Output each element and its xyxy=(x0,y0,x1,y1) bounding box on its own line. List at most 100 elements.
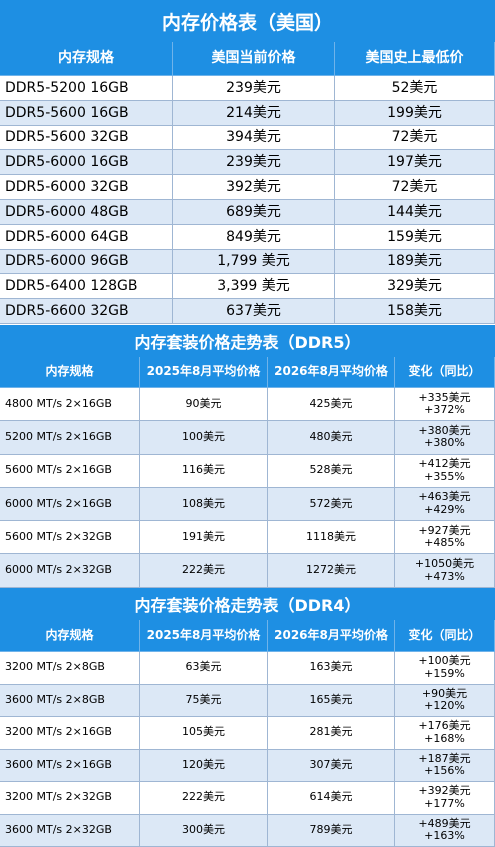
table-cell: 425美元 xyxy=(268,388,395,422)
cell-line: +429% xyxy=(424,503,465,517)
cell-line: +177% xyxy=(424,796,465,810)
table-cell: +187美元 +156% xyxy=(395,749,495,782)
cell-line: +187美元 xyxy=(418,751,471,765)
table-row: 3600 MT/s 2×32GB 300美元 789美元 +489美元 +163% xyxy=(0,814,495,847)
table-cell: 144美元 xyxy=(335,199,495,225)
cell-line: +120% xyxy=(424,699,465,713)
cell-line: +1050美元 xyxy=(414,556,475,570)
cell-line: +156% xyxy=(424,764,465,778)
table-cell: 222美元 xyxy=(140,554,268,588)
table-row: DDR5-5200 16GB 239美元 52美元 xyxy=(0,76,495,101)
table-row: 4800 MT/s 2×16GB 90美元 425美元 +335美元 +372% xyxy=(0,388,495,422)
cell-line: +489美元 xyxy=(418,816,471,830)
table-cell: 52美元 xyxy=(335,76,495,101)
table-cell: 72美元 xyxy=(335,175,495,200)
table: 内存套装价格走势表（DDR4） 内存规格 2025年8月平均价格 2026年8月平均价… xyxy=(0,588,495,847)
table-cell: 6000 MT/s 2×32GB xyxy=(0,554,140,588)
header-cell: 变化（同比） xyxy=(395,357,495,388)
table-row: DDR5-6600 32GB 637美元 158美元 xyxy=(0,299,495,324)
table-row: DDR5-5600 32GB 394美元 72美元 xyxy=(0,125,495,151)
table-cell: 105美元 xyxy=(140,717,268,750)
table-row: 6000 MT/s 2×16GB 108美元 572美元 +463美元 +429% xyxy=(0,487,495,522)
table: 内存价格表（美国） 内存规格 美国当前价格 美国史上最低价 DDR5-5200 16GB… xyxy=(0,0,495,324)
table-cell: 4800 MT/s 2×16GB xyxy=(0,388,140,422)
table-cell: +392美元 +177% xyxy=(395,782,495,815)
table-cell: 3600 MT/s 2×32GB xyxy=(0,814,140,847)
table-cell: 689美元 xyxy=(173,199,335,225)
table-cell: 3600 MT/s 2×16GB xyxy=(0,749,140,782)
table-cell: +1050美元 +473% xyxy=(395,554,495,588)
table-cell: +100美元 +159% xyxy=(395,652,495,685)
table-cell: DDR5-6400 128GB xyxy=(0,274,173,300)
table: 内存套装价格走势表（DDR5） 内存规格 2025年8月平均价格 2026年8月平均价… xyxy=(0,325,495,588)
cell-line: +163% xyxy=(424,829,465,843)
table-cell: DDR5-5200 16GB xyxy=(0,76,173,101)
cell-line: +463美元 xyxy=(418,490,471,504)
table-row: DDR5-6000 64GB 849美元 159美元 xyxy=(0,224,495,250)
table-title: 内存套装价格走势表（DDR5） xyxy=(0,325,495,357)
header-cell: 变化（同比） xyxy=(395,620,495,652)
table-cell: 158美元 xyxy=(335,299,495,324)
table-cell: 159美元 xyxy=(335,224,495,250)
table-row: DDR5-6000 32GB 392美元 72美元 xyxy=(0,175,495,200)
cell-line: +372% xyxy=(424,403,465,417)
table-cell: 3,399 美元 xyxy=(173,274,335,300)
table-cell: 75美元 xyxy=(140,684,268,717)
table-cell: 191美元 xyxy=(140,521,268,555)
table-title: 内存套装价格走势表（DDR4） xyxy=(0,588,495,620)
cell-line: +473% xyxy=(424,569,465,583)
table-cell: DDR5-5600 32GB xyxy=(0,125,173,151)
table-cell: 5200 MT/s 2×16GB xyxy=(0,421,140,455)
table-cell: 239美元 xyxy=(173,76,335,101)
table-row: 6000 MT/s 2×32GB 222美元 1272美元 +1050美元 +473% xyxy=(0,554,495,588)
cell-line: +927美元 xyxy=(418,523,471,537)
header-row: 内存规格 2025年8月平均价格 2026年8月平均价格 变化（同比） xyxy=(0,357,495,388)
table-cell: DDR5-6000 16GB xyxy=(0,150,173,176)
table-cell: 189美元 xyxy=(335,249,495,275)
table-cell: 392美元 xyxy=(173,175,335,200)
table-row: 3600 MT/s 2×16GB 120美元 307美元 +187美元 +156% xyxy=(0,749,495,782)
table-cell: 90美元 xyxy=(140,388,268,422)
header-cell: 美国当前价格 xyxy=(173,42,335,76)
cell-line: +176美元 xyxy=(418,719,471,733)
header-cell: 2026年8月平均价格 xyxy=(268,357,395,388)
header-cell: 内存规格 xyxy=(0,357,140,388)
table-cell: 116美元 xyxy=(140,454,268,488)
cell-line: +90美元 xyxy=(421,686,468,700)
table-cell: +463美元 +429% xyxy=(395,487,495,522)
header-row: 内存规格 美国当前价格 美国史上最低价 xyxy=(0,42,495,76)
table-row: DDR5-6000 16GB 239美元 197美元 xyxy=(0,150,495,176)
header-cell: 2025年8月平均价格 xyxy=(140,620,268,652)
table-cell: DDR5-5600 16GB xyxy=(0,100,173,126)
table-cell: 307美元 xyxy=(268,749,395,782)
table-cell: 199美元 xyxy=(335,100,495,126)
table-cell: 300美元 xyxy=(140,814,268,847)
table-row: 3200 MT/s 2×16GB 105美元 281美元 +176美元 +168% xyxy=(0,717,495,750)
cell-line: +392美元 xyxy=(418,784,471,798)
cell-line: +168% xyxy=(424,731,465,745)
table-cell: 165美元 xyxy=(268,684,395,717)
cell-line: +159% xyxy=(424,666,465,680)
cell-line: +100美元 xyxy=(418,654,471,668)
table-row: DDR5-6400 128GB 3,399 美元 329美元 xyxy=(0,274,495,300)
cell-line: +335美元 xyxy=(418,390,471,404)
table-cell: +412美元 +355% xyxy=(395,454,495,488)
table-cell: 163美元 xyxy=(268,652,395,685)
table-cell: 72美元 xyxy=(335,125,495,151)
table-cell: 528美元 xyxy=(268,454,395,488)
header-cell: 2026年8月平均价格 xyxy=(268,620,395,652)
table-cell: 214美元 xyxy=(173,100,335,126)
table-row: 3600 MT/s 2×8GB 75美元 165美元 +90美元 +120% xyxy=(0,684,495,717)
table-row: 5600 MT/s 2×16GB 116美元 528美元 +412美元 +355% xyxy=(0,454,495,488)
table-cell: DDR5-6600 32GB xyxy=(0,299,173,324)
table-row: 5200 MT/s 2×16GB 100美元 480美元 +380美元 +380% xyxy=(0,421,495,455)
table-cell: 100美元 xyxy=(140,421,268,455)
table-row: DDR5-5600 16GB 214美元 199美元 xyxy=(0,100,495,126)
table-cell: 120美元 xyxy=(140,749,268,782)
table-cell: 63美元 xyxy=(140,652,268,685)
table-cell: 222美元 xyxy=(140,782,268,815)
header-cell: 内存规格 xyxy=(0,620,140,652)
table-cell: 5600 MT/s 2×32GB xyxy=(0,521,140,555)
table-cell: DDR5-6000 48GB xyxy=(0,199,173,225)
